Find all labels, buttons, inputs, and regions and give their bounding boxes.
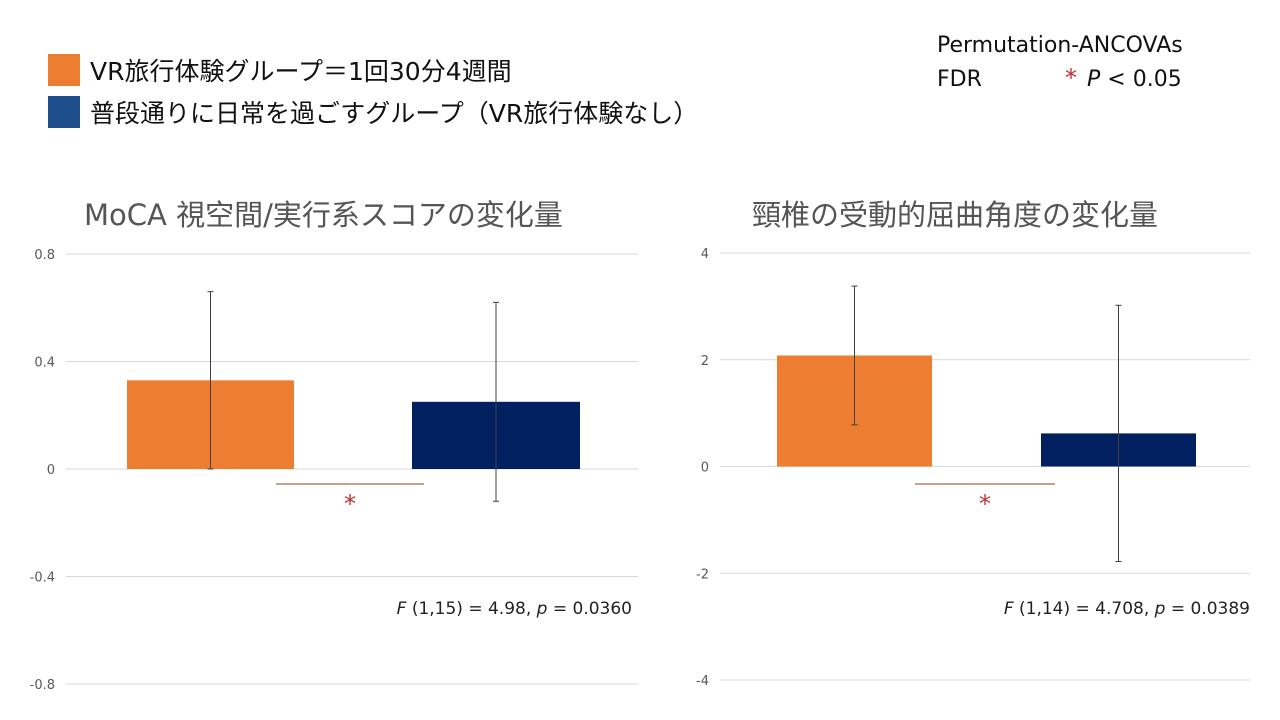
stats-p-var: P [1087, 67, 1101, 92]
y-tick-label: 4 [701, 247, 709, 262]
significance-star: * [979, 490, 991, 518]
chart-title-moca: MoCA 視空間/実行系スコアの変化量 [84, 198, 563, 232]
legend-item-vr: VR旅行体験グループ＝1回30分4週間 [48, 50, 698, 90]
stat-result-part: p [1154, 599, 1166, 619]
legend-label-control: 普段通りに日常を過ごすグループ（VR旅行体験なし） [90, 99, 699, 128]
y-tick-label: -0.4 [30, 571, 55, 586]
y-tick-label: -2 [696, 567, 709, 582]
stats-threshold: P < 0.05 [1087, 64, 1182, 96]
stat-result-part: p [536, 599, 548, 619]
legend-label-vr: VR旅行体験グループ＝1回30分4週間 [90, 57, 512, 86]
stat-result: F (1,15) = 4.98, p = 0.0360 [397, 599, 632, 619]
y-tick-label: 0.8 [34, 248, 55, 263]
y-tick-label: 0 [701, 461, 709, 476]
stats-p-threshold: < 0.05 [1100, 67, 1182, 92]
significance-star: * [344, 490, 356, 518]
y-tick-label: 0.4 [34, 356, 55, 371]
stat-result-part: = 0.0389 [1165, 599, 1250, 619]
stat-result: F (1,14) = 4.708, p = 0.0389 [1004, 599, 1250, 619]
stats-correction: FDR [937, 67, 982, 92]
y-tick-label: 0 [47, 463, 55, 478]
legend-swatch-vr [48, 54, 80, 86]
legend-item-control: 普段通りに日常を過ごすグループ（VR旅行体験なし） [48, 92, 698, 132]
stat-result-part: (1,14) = 4.708, [1014, 599, 1155, 619]
stat-result-part: F [397, 599, 407, 619]
stat-result-part: = 0.0360 [547, 599, 632, 619]
stats-note: Permutation-ANCOVAs FDR * P < 0.05 [937, 30, 1183, 96]
y-tick-label: -4 [696, 674, 709, 689]
stats-method: Permutation-ANCOVAs [937, 33, 1183, 58]
legend-swatch-control [48, 96, 80, 128]
y-tick-label: -0.8 [30, 678, 55, 693]
y-tick-label: 2 [701, 354, 709, 369]
stats-sig-symbol: * [1065, 64, 1077, 92]
legend: VR旅行体験グループ＝1回30分4週間 普段通りに日常を過ごすグループ（VR旅行… [48, 50, 698, 134]
stat-result-part: F [1004, 599, 1014, 619]
stat-result-part: (1,15) = 4.98, [406, 599, 536, 619]
chart-title-cervical: 頸椎の受動的屈曲角度の変化量 [752, 198, 1159, 232]
